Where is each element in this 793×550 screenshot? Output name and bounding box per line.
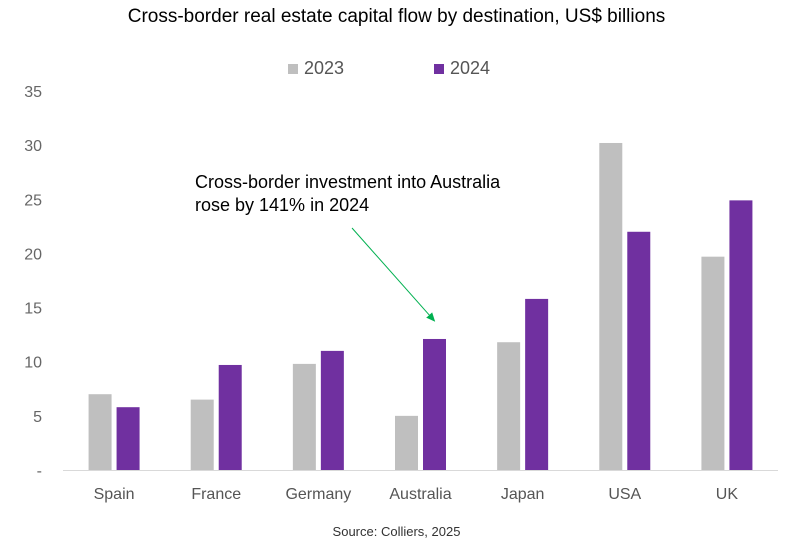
x-tick-label-france: France <box>191 486 241 503</box>
x-tick-label-australia: Australia <box>389 486 451 503</box>
y-tick-label: 35 <box>24 84 42 101</box>
x-tick-label-usa: USA <box>608 486 641 503</box>
bar-spain-2024 <box>116 407 140 470</box>
bar-uk-2024 <box>729 200 753 470</box>
bar-spain-2023 <box>88 394 112 470</box>
bar-japan-2023 <box>497 342 521 470</box>
x-tick-label-japan: Japan <box>501 486 545 503</box>
bar-germany-2024 <box>320 350 344 470</box>
bar-usa-2024 <box>627 231 651 470</box>
annotation-line-1: Cross-border investment into Australia <box>195 172 501 192</box>
y-tick-label: 5 <box>33 409 42 426</box>
y-tick-label: - <box>37 463 42 480</box>
y-tick-label: 25 <box>24 192 42 209</box>
source-note: Source: Colliers, 2025 <box>332 524 461 539</box>
y-tick-label: 30 <box>24 138 42 155</box>
bar-germany-2023 <box>292 363 316 470</box>
x-tick-label-germany: Germany <box>285 486 351 503</box>
bar-japan-2024 <box>525 298 549 470</box>
x-tick-label-spain: Spain <box>94 486 135 503</box>
legend-swatch-2024 <box>434 63 444 74</box>
legend-label-2024: 2024 <box>450 58 491 78</box>
legend: 2023 2024 <box>0 58 793 82</box>
legend-label-2023: 2023 <box>304 58 345 78</box>
annotation-arrow <box>351 227 436 322</box>
legend-swatch-2023 <box>288 63 298 74</box>
y-tick-label: 20 <box>24 246 42 263</box>
bar-france-2024 <box>218 364 242 470</box>
x-tick-label-uk: UK <box>716 486 739 503</box>
chart-title: Cross-border real estate capital flow by… <box>127 6 666 27</box>
legend-item-2024: 2024 <box>434 58 490 79</box>
bar-france-2023 <box>190 399 214 470</box>
annotation-line-2: rose by 141% in 2024 <box>195 195 369 215</box>
bar-usa-2023 <box>599 142 623 470</box>
bar-australia-2023 <box>395 415 418 470</box>
y-tick-label: 15 <box>24 301 42 318</box>
legend-item-2023: 2023 <box>288 58 344 79</box>
y-tick-label: 10 <box>24 355 42 372</box>
bar-uk-2023 <box>701 256 725 470</box>
bar-australia-2024 <box>423 338 446 470</box>
